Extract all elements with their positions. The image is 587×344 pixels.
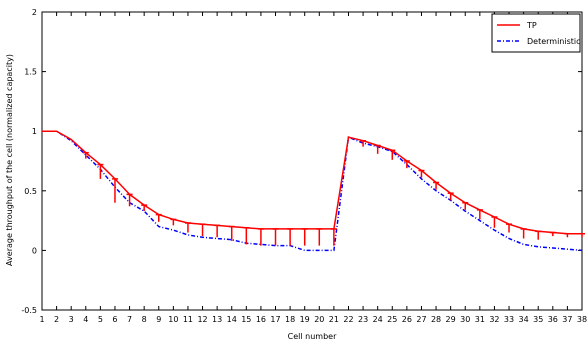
legend-label-tp: TP	[526, 21, 537, 30]
series-layer	[42, 130, 585, 252]
x-tick-label: 29	[446, 315, 456, 324]
x-tick-label: 12	[197, 315, 207, 324]
x-tick-label: 17	[270, 315, 280, 324]
x-tick-label: 10	[168, 315, 178, 324]
x-tick-label: 19	[300, 315, 310, 324]
series-line-deterministic	[42, 130, 583, 252]
x-tick-label: 22	[343, 315, 353, 324]
legend-label-deterministic: Deterministic	[527, 37, 581, 46]
x-tick-label: 25	[387, 315, 397, 324]
x-tick-label: 38	[577, 315, 587, 324]
series-line-tp	[42, 130, 582, 235]
x-tick-label: 32	[489, 315, 499, 324]
x-tick-label: 11	[183, 315, 193, 324]
y-tick-label: -0.5	[21, 306, 37, 315]
x-tick-label: 31	[475, 315, 485, 324]
x-tick-label: 26	[402, 315, 412, 324]
x-tick-label: 21	[329, 315, 339, 324]
x-tick-label: 16	[256, 315, 266, 324]
y-tick-label: 2	[32, 8, 37, 17]
y-tick-label: 1	[32, 127, 37, 136]
x-tick-label: 6	[112, 315, 117, 324]
y-tick-labels: -0.5 0 0.5 1 1.5 2	[21, 8, 37, 315]
x-tick-label: 8	[142, 315, 147, 324]
x-tick-label: 3	[69, 315, 74, 324]
x-tick-label: 24	[373, 315, 383, 324]
x-tick-label: 23	[358, 315, 368, 324]
legend: TP Deterministic	[491, 13, 581, 53]
x-tick-label: 7	[127, 315, 132, 324]
x-tick-label: 14	[227, 315, 237, 324]
x-tick-label: 15	[241, 315, 251, 324]
x-tick-label: 36	[548, 315, 558, 324]
x-tick-label: 35	[533, 315, 543, 324]
y-axis-title: Average throughput of the cell (normaliz…	[5, 54, 14, 266]
x-tick-label: 34	[519, 315, 529, 324]
x-tick-label: 30	[460, 315, 470, 324]
y-tick-label: 0.5	[24, 187, 37, 196]
x-tick-label: 18	[285, 315, 295, 324]
x-tick-label: 2	[54, 315, 59, 324]
x-tick-label: 37	[562, 315, 572, 324]
x-tick-label: 5	[98, 315, 103, 324]
y-tick-label: 0	[32, 246, 37, 255]
legend-box	[491, 13, 581, 53]
y-tick-label: 1.5	[24, 68, 37, 77]
x-tick-label: 33	[504, 315, 514, 324]
x-axis-title: Cell number	[288, 332, 337, 341]
x-tick-label: 27	[416, 315, 426, 324]
x-tick-label: 20	[314, 315, 324, 324]
x-tick-labels: 1 2 3 4 5 6 7 8 9 10 11 12 13 14 15 16 17 18 19 20 21 22 23 24 2…	[39, 315, 587, 324]
x-tick-label: 13	[212, 315, 222, 324]
x-tick-label: 9	[156, 315, 161, 324]
plot-area	[41, 11, 583, 311]
x-tick-label: 4	[83, 315, 88, 324]
x-tick-label: 1	[39, 315, 44, 324]
x-tick-label: 28	[431, 315, 441, 324]
